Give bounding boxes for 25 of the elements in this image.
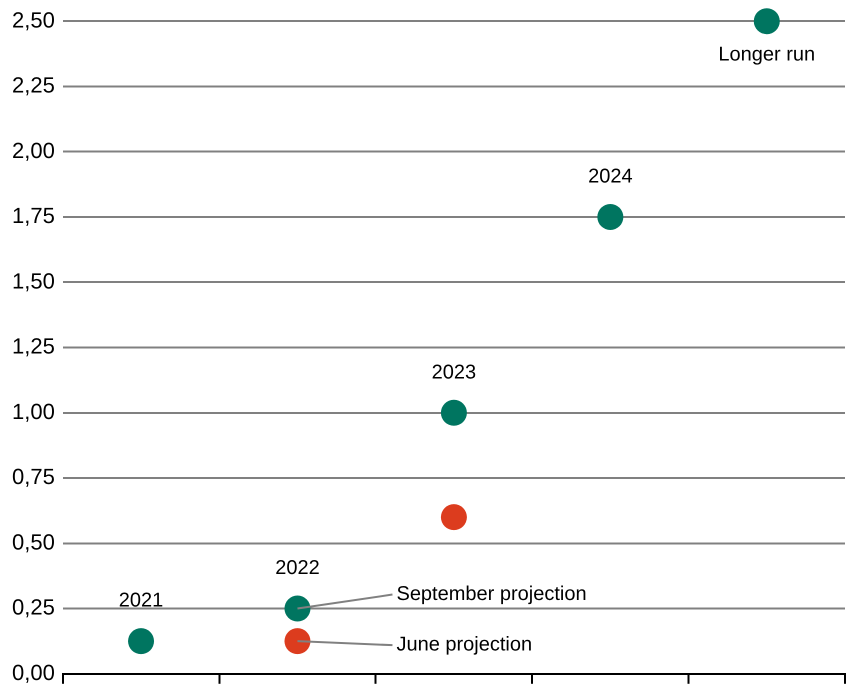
y-tick-label: 1,75	[12, 203, 55, 228]
y-tick-label: 2,50	[12, 7, 55, 32]
x-tick-label: 2024	[588, 165, 633, 188]
point	[597, 204, 624, 230]
x-tick-label: Longer run	[718, 44, 816, 66]
y-tick-label: 2,25	[12, 72, 55, 98]
point	[440, 400, 467, 426]
y-tick-label: 2,00	[12, 138, 55, 163]
point	[754, 8, 780, 34]
y-tick-label: 1,50	[12, 268, 55, 294]
y-tick-label: 0,50	[12, 529, 55, 554]
y-tick-label: 1,00	[12, 398, 55, 424]
y-tick-label: 0,00	[12, 660, 55, 685]
x-tick-label: 2022	[275, 557, 320, 580]
point	[440, 504, 467, 530]
y-tick-label: 0,25	[12, 594, 55, 620]
text: June projection	[396, 634, 532, 656]
point	[284, 596, 310, 622]
point	[284, 628, 310, 654]
point	[128, 628, 154, 654]
y-tick-label: 1,25	[12, 334, 55, 359]
y-tick-label: 0,75	[12, 464, 55, 490]
x-tick-label: 2021	[118, 590, 164, 612]
x-tick-label: 2023	[432, 361, 476, 384]
text: September projection	[396, 583, 587, 606]
